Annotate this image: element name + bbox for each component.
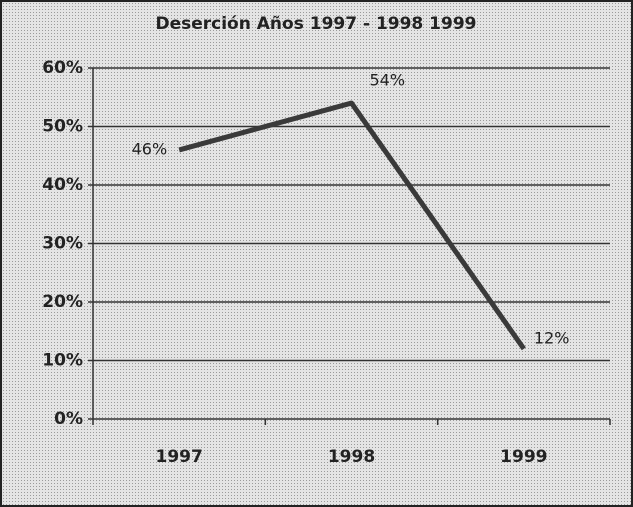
y-tick-label: 60% [42,58,83,78]
y-tick-label: 30% [42,234,83,254]
y-tick-label: 0% [54,409,83,429]
y-tick-label: 20% [42,292,83,312]
y-tick-label: 40% [42,175,83,195]
data-label: 54% [370,71,406,90]
chart: Deserción Años 1997 - 1998 1999 0% 10% 20%… [0,0,633,507]
y-tick-label: 50% [42,117,83,137]
x-tick-label: 1997 [156,447,203,467]
chart-title: Deserción Años 1997 - 1998 1999 [155,14,476,34]
data-label: 12% [534,328,570,347]
x-tick-label: 1998 [328,447,375,467]
chart-background [1,1,632,506]
data-label: 46% [132,139,168,158]
x-tick-label: 1999 [500,447,547,467]
y-tick-label: 10% [42,351,83,371]
